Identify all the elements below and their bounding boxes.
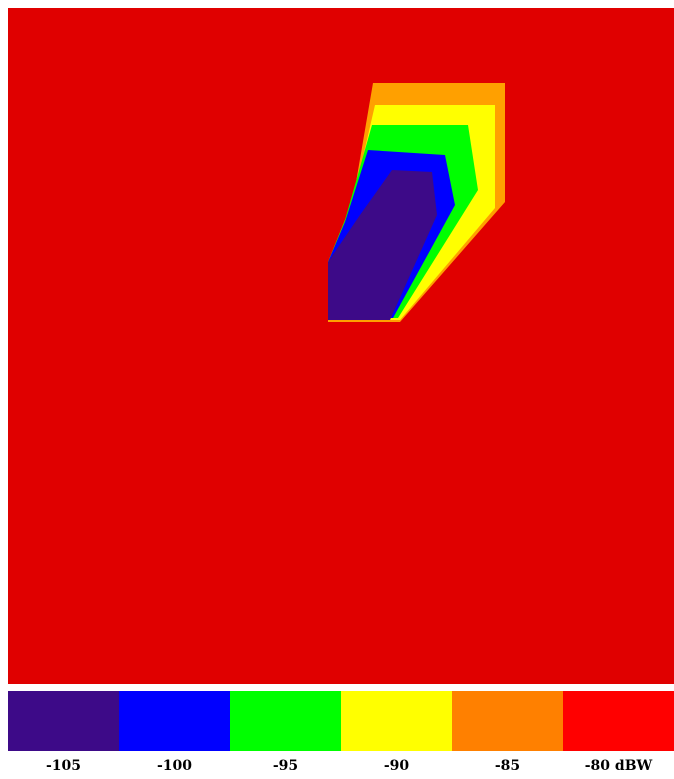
colorbar-swatch [452, 691, 563, 751]
colorbar-swatch [230, 691, 341, 751]
contour-105 [328, 170, 437, 320]
heatmap-plot [8, 8, 674, 684]
colorbar-tick-label: -85 [494, 758, 521, 774]
signal-shadow-zone [328, 83, 505, 322]
colorbar-tick-label: -90 [383, 758, 410, 774]
colorbar-swatch [341, 691, 452, 751]
colorbar-tick-label: -95 [272, 758, 299, 774]
colorbar-labels: -105 -100 -95 -90 -85 -80 dBW [8, 757, 674, 775]
colorbar-swatch [8, 691, 119, 751]
colorbar-tick-label: -80 dBW [584, 758, 653, 774]
colorbar-swatch [563, 691, 674, 751]
colorbar [8, 691, 674, 751]
colorbar-swatch [119, 691, 230, 751]
colorbar-tick-label: -100 [156, 758, 193, 774]
colorbar-tick-label: -105 [45, 758, 82, 774]
heatmap-background [8, 8, 674, 684]
colorbar-swatches [8, 691, 674, 751]
